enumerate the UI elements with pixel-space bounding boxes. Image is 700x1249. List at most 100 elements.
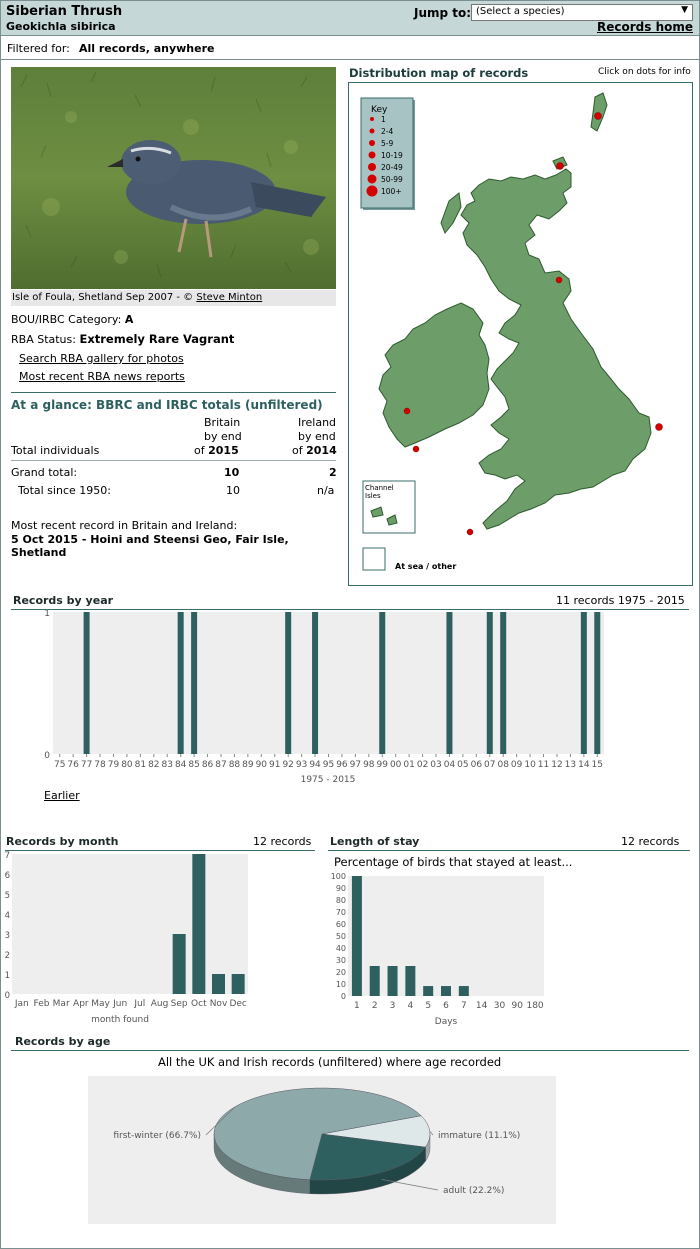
year-bar[interactable] — [312, 612, 319, 754]
year-bar[interactable] — [379, 612, 386, 754]
stay-y-tick-label: 30 — [336, 956, 346, 965]
year-tick-label: 15 — [592, 760, 603, 770]
record-dot[interactable] — [655, 423, 663, 431]
news-link[interactable]: Most recent RBA news reports — [19, 370, 185, 383]
month-tick-label: Nov — [210, 999, 228, 1009]
grand-total-label: Grand total: — [11, 466, 78, 479]
year-tick-label: 93 — [296, 760, 307, 770]
year-bar[interactable] — [83, 612, 90, 754]
stay-bar[interactable] — [351, 876, 362, 996]
rba-value: Extremely Rare Vagrant — [79, 332, 235, 346]
year-plot-area — [53, 612, 604, 754]
year-x-label: 1975 - 2015 — [301, 775, 356, 785]
year-tick-label: 94 — [309, 760, 321, 770]
stay-y-tick-label: 100 — [331, 872, 346, 881]
month-title: Records by month — [6, 835, 119, 848]
year-tick-label: 01 — [403, 760, 414, 770]
year-tick-label: 92 — [282, 760, 293, 770]
bou-value: A — [124, 313, 134, 326]
month-bar[interactable] — [212, 974, 225, 994]
page-header: Siberian Thrush Geokichla sibirica Jump … — [1, 1, 699, 36]
record-dot[interactable] — [412, 445, 420, 453]
year-y-tick-label: 1 — [44, 610, 50, 619]
pie-slice[interactable] — [309, 1133, 426, 1181]
stay-tick-label: 7 — [461, 1001, 467, 1011]
month-bar[interactable] — [231, 974, 245, 994]
record-dot[interactable] — [594, 112, 602, 120]
record-dot[interactable] — [555, 276, 563, 284]
stay-bar[interactable] — [387, 966, 398, 996]
species-select[interactable]: (Select a species) ▼ — [471, 4, 693, 21]
ireland-head-2: by end — [298, 430, 336, 443]
year-bar[interactable] — [177, 612, 184, 754]
pie-slice[interactable] — [213, 1087, 422, 1180]
channel-isles-label-2: Isles — [365, 492, 381, 500]
records-home-link[interactable]: Records home — [597, 20, 693, 34]
pie-slice[interactable] — [321, 1115, 431, 1148]
bird-photo[interactable] — [11, 67, 336, 289]
month-tick-label: Dec — [229, 999, 246, 1009]
month-bar[interactable] — [172, 934, 186, 994]
year-tick-label: 78 — [94, 760, 106, 770]
year-tick-label: 04 — [444, 760, 456, 770]
year-tick-label: 76 — [67, 760, 79, 770]
record-dot[interactable] — [556, 162, 564, 170]
stay-tick-label: 5 — [425, 1001, 431, 1011]
month-y-tick-label: 2 — [5, 951, 10, 961]
month-y-tick-label: 6 — [5, 871, 10, 881]
stay-y-tick-label: 80 — [336, 896, 346, 905]
year-tick-label: 88 — [229, 760, 241, 770]
ireland-head-3: of 2014 — [292, 444, 337, 457]
hebrides-land — [440, 192, 462, 234]
stay-bar[interactable] — [458, 986, 469, 996]
year-tick-label: 14 — [578, 760, 590, 770]
year-tick-label: 98 — [363, 760, 375, 770]
stay-y-tick-label: 10 — [336, 980, 346, 989]
year-bar[interactable] — [191, 612, 198, 754]
filter-value: All records, anywhere — [79, 42, 215, 55]
species-select-value: (Select a species) — [476, 6, 565, 17]
britain-head-1: Britain — [204, 416, 241, 429]
key-label: 2-4 — [381, 127, 393, 136]
key-label: 5-9 — [381, 139, 393, 148]
photo-caption: Isle of Foula, Shetland Sep 2007 - © Ste… — [11, 290, 336, 306]
photo-credit-link[interactable]: Steve Minton — [196, 292, 263, 303]
stay-bar[interactable] — [441, 986, 451, 996]
stay-bar[interactable] — [405, 966, 416, 996]
britain-head-3: of 2015 — [194, 444, 239, 457]
ireland-land — [378, 302, 490, 448]
age-subtitle: All the UK and Irish records (unfiltered… — [158, 1055, 502, 1069]
year-bar[interactable] — [580, 612, 587, 754]
at-sea-box[interactable] — [362, 547, 386, 571]
stay-y-tick-label: 0 — [341, 992, 346, 1001]
since-1950-label: Total since 1950: — [18, 484, 111, 497]
recent-record-line-1: 5 Oct 2015 - Hoini and Steensi Geo, Fair… — [11, 533, 289, 546]
year-tick-label: 10 — [524, 760, 536, 770]
stay-tick-label: 14 — [476, 1001, 488, 1011]
stay-bar[interactable] — [369, 966, 380, 996]
year-tick-label: 96 — [336, 760, 348, 770]
year-tick-label: 00 — [390, 760, 402, 770]
year-tick-label: 99 — [377, 760, 389, 770]
month-bar[interactable] — [192, 854, 206, 994]
year-tick-label: 11 — [538, 760, 549, 770]
gallery-link[interactable]: Search RBA gallery for photos — [19, 352, 184, 365]
earlier-link[interactable]: Earlier — [44, 789, 80, 802]
key-dot-icon — [367, 174, 377, 184]
month-summary: 12 records — [253, 835, 312, 848]
year-bar[interactable] — [285, 612, 292, 754]
stay-bar[interactable] — [423, 986, 434, 996]
year-bar[interactable] — [486, 612, 493, 754]
year-bar[interactable] — [594, 612, 601, 754]
filter-label: Filtered for: — [7, 42, 70, 55]
stay-tick-label: 2 — [372, 1001, 378, 1011]
year-bar[interactable] — [446, 612, 453, 754]
record-dot[interactable] — [403, 407, 411, 415]
year-tick-label: 05 — [457, 760, 468, 770]
record-dot[interactable] — [466, 528, 474, 536]
stay-tick-label: 90 — [512, 1001, 524, 1011]
year-tick-label: 85 — [188, 760, 199, 770]
year-bar[interactable] — [500, 612, 507, 754]
year-tick-label: 77 — [81, 760, 92, 770]
bou-label: BOU/IRBC Category: — [11, 313, 122, 326]
